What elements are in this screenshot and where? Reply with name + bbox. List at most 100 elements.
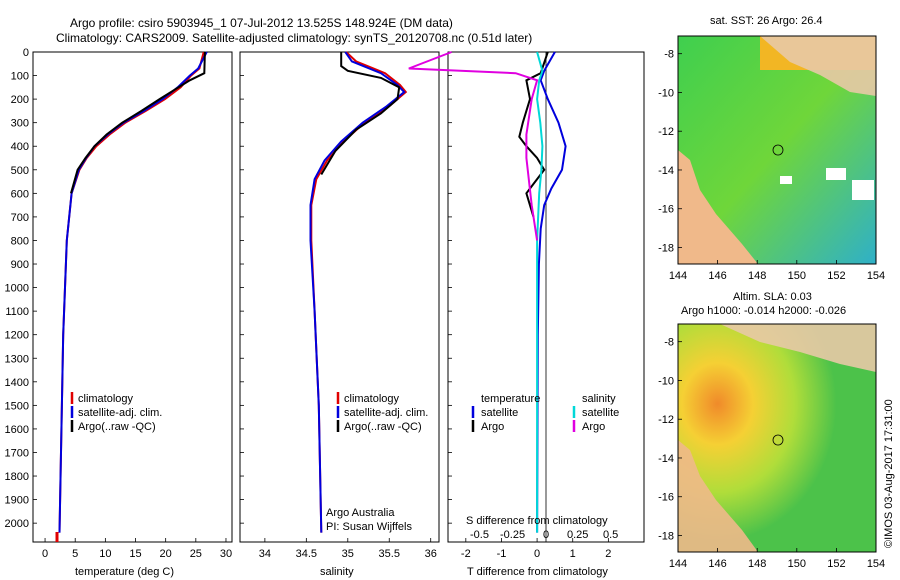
legend-label: satellite-adj. clim. xyxy=(344,407,428,419)
sla-map-axes: 144 146 148 150 152 154 -8 -10 -12 -14 -16 -18 xyxy=(658,337,885,570)
depth-tick-label: 2000 xyxy=(5,518,29,530)
map-x-tick-label: 146 xyxy=(708,558,726,570)
sla-map-frame xyxy=(677,323,877,553)
depth-tick-label: 300 xyxy=(11,118,29,130)
map-x-tick-label: 152 xyxy=(827,270,845,282)
map-x-tick-label: 148 xyxy=(748,270,766,282)
map-y-tick-label: -10 xyxy=(658,375,674,387)
map-x-tick-label: 146 xyxy=(708,270,726,282)
map-y-tick-label: -16 xyxy=(658,204,674,216)
legend-temp-title: temperature xyxy=(481,393,540,405)
s-difference-xlabel: S difference from climatology xyxy=(466,515,608,527)
map-y-tick-label: -8 xyxy=(664,337,674,349)
map-y-tick-label: -14 xyxy=(658,453,674,465)
map-x-tick-label: 154 xyxy=(867,270,885,282)
s-tick: 0.25 xyxy=(567,529,588,541)
sla-map-title: Altim. SLA: 0.03 xyxy=(733,291,812,303)
map-x-tick-label: 144 xyxy=(669,558,687,570)
temperature-plot: 0 5 10 15 20 25 30 xyxy=(42,51,232,560)
series-line-argo xyxy=(320,52,401,176)
depth-tick-label: 1900 xyxy=(5,495,29,507)
x-tick-label: 25 xyxy=(190,548,202,560)
depth-tick-label: 1500 xyxy=(5,400,29,412)
x-tick-label: 10 xyxy=(99,548,111,560)
legend-label: Argo(..raw -QC) xyxy=(78,421,156,433)
x-tick-label: 15 xyxy=(129,548,141,560)
difference-plot: -2 -1 0 1 2 xyxy=(408,51,611,560)
depth-tick-label: 100 xyxy=(11,71,29,83)
depth-tick-label: 1000 xyxy=(5,283,29,295)
depth-tick-label: 400 xyxy=(11,141,29,153)
map-x-tick-label: 144 xyxy=(669,270,687,282)
map-y-tick-label: -18 xyxy=(658,242,674,254)
series-line-argo xyxy=(70,51,206,194)
papua-land xyxy=(678,324,876,372)
x-tick-label: 36 xyxy=(425,548,437,560)
australia-land xyxy=(678,440,758,552)
legend-label: Argo xyxy=(582,421,605,433)
legend-label: climatology xyxy=(78,393,134,405)
x-tick-label: -2 xyxy=(461,548,471,560)
missing-data xyxy=(826,168,846,180)
legend-label: satellite xyxy=(481,407,518,419)
depth-tick-label: 0 xyxy=(23,47,29,59)
depth-tick-label: 1800 xyxy=(5,471,29,483)
annotation-line-1: Argo Australia xyxy=(326,507,395,519)
map-x-tick-label: 154 xyxy=(867,558,885,570)
missing-data xyxy=(852,180,874,200)
x-tick-label: -1 xyxy=(497,548,507,560)
series-line-climatology xyxy=(58,51,205,533)
series-line-climatology xyxy=(310,51,408,533)
legend-sal-title: salinity xyxy=(582,393,616,405)
australia-land xyxy=(678,150,758,264)
depth-tick-label: 1400 xyxy=(5,377,29,389)
legend-label: Argo xyxy=(481,421,504,433)
imos-footer: ©IMOS 03-Aug-2017 17:31:00 xyxy=(883,399,895,548)
series-line-argo-s xyxy=(408,51,539,241)
depth-tick-label: 1600 xyxy=(5,424,29,436)
x-tick-label: 2 xyxy=(605,548,611,560)
series-line-satellite xyxy=(309,51,406,533)
map-y-tick-label: -8 xyxy=(664,49,674,61)
series-line-satellite-t xyxy=(536,51,567,533)
difference-legend: temperature satellite Argo salinity sate… xyxy=(471,393,619,433)
map-x-tick-label: 152 xyxy=(827,558,845,570)
legend-label: Argo(..raw -QC) xyxy=(344,421,422,433)
salinity-legend: climatology satellite-adj. clim. Argo(..… xyxy=(326,392,428,533)
title-line-2: Climatology: CARS2009. Satellite-adjuste… xyxy=(56,31,532,45)
map-x-tick-label: 148 xyxy=(748,558,766,570)
s-tick: -0.25 xyxy=(500,529,525,541)
s-tick: 0 xyxy=(543,529,549,541)
depth-tick-label: 200 xyxy=(11,94,29,106)
x-tick-label: 20 xyxy=(160,548,172,560)
depth-tick-label: 1700 xyxy=(5,447,29,459)
series-line-satellite-s xyxy=(536,51,544,533)
sst-map-title: sat. SST: 26 Argo: 26.4 xyxy=(710,15,823,27)
depth-tick-label: 1100 xyxy=(5,306,29,318)
depth-tick-label: 1200 xyxy=(5,330,29,342)
papua-land xyxy=(678,36,876,96)
legend-label: climatology xyxy=(344,393,400,405)
x-tick-label: 34 xyxy=(259,548,271,560)
map-y-tick-label: -12 xyxy=(658,126,674,138)
depth-tick-label: 500 xyxy=(11,165,29,177)
depth-tick-label: 600 xyxy=(11,188,29,200)
temperature-xlabel: temperature (deg C) xyxy=(75,566,174,578)
x-tick-label: 30 xyxy=(220,548,232,560)
argo-location-marker xyxy=(772,434,784,446)
x-tick-label: 1 xyxy=(570,548,576,560)
depth-tick-label: 900 xyxy=(11,259,29,271)
title-line-1: Argo profile: csiro 5903945_1 07-Jul-201… xyxy=(70,16,453,30)
salinity-panel-frame xyxy=(239,51,440,543)
sst-map-axes: 144 146 148 150 152 154 -8 -10 -12 -14 -16 -18 xyxy=(658,49,885,282)
depth-axis: 0 100 200 300 400 500 600 700 800 900 1000 1100 1200… xyxy=(5,47,452,530)
s-tick: 0.5 xyxy=(603,529,618,541)
annotation-line-2: PI: Susan Wijffels xyxy=(326,521,412,533)
sla-map: Altim. SLA: 0.03 Argo h1000: -0.014 h200… xyxy=(658,291,885,570)
map-y-tick-label: -10 xyxy=(658,87,674,99)
series-line-argo-t xyxy=(518,51,549,218)
x-tick-label: 34.5 xyxy=(296,548,317,560)
map-y-tick-label: -16 xyxy=(658,492,674,504)
map-y-tick-label: -18 xyxy=(658,530,674,542)
